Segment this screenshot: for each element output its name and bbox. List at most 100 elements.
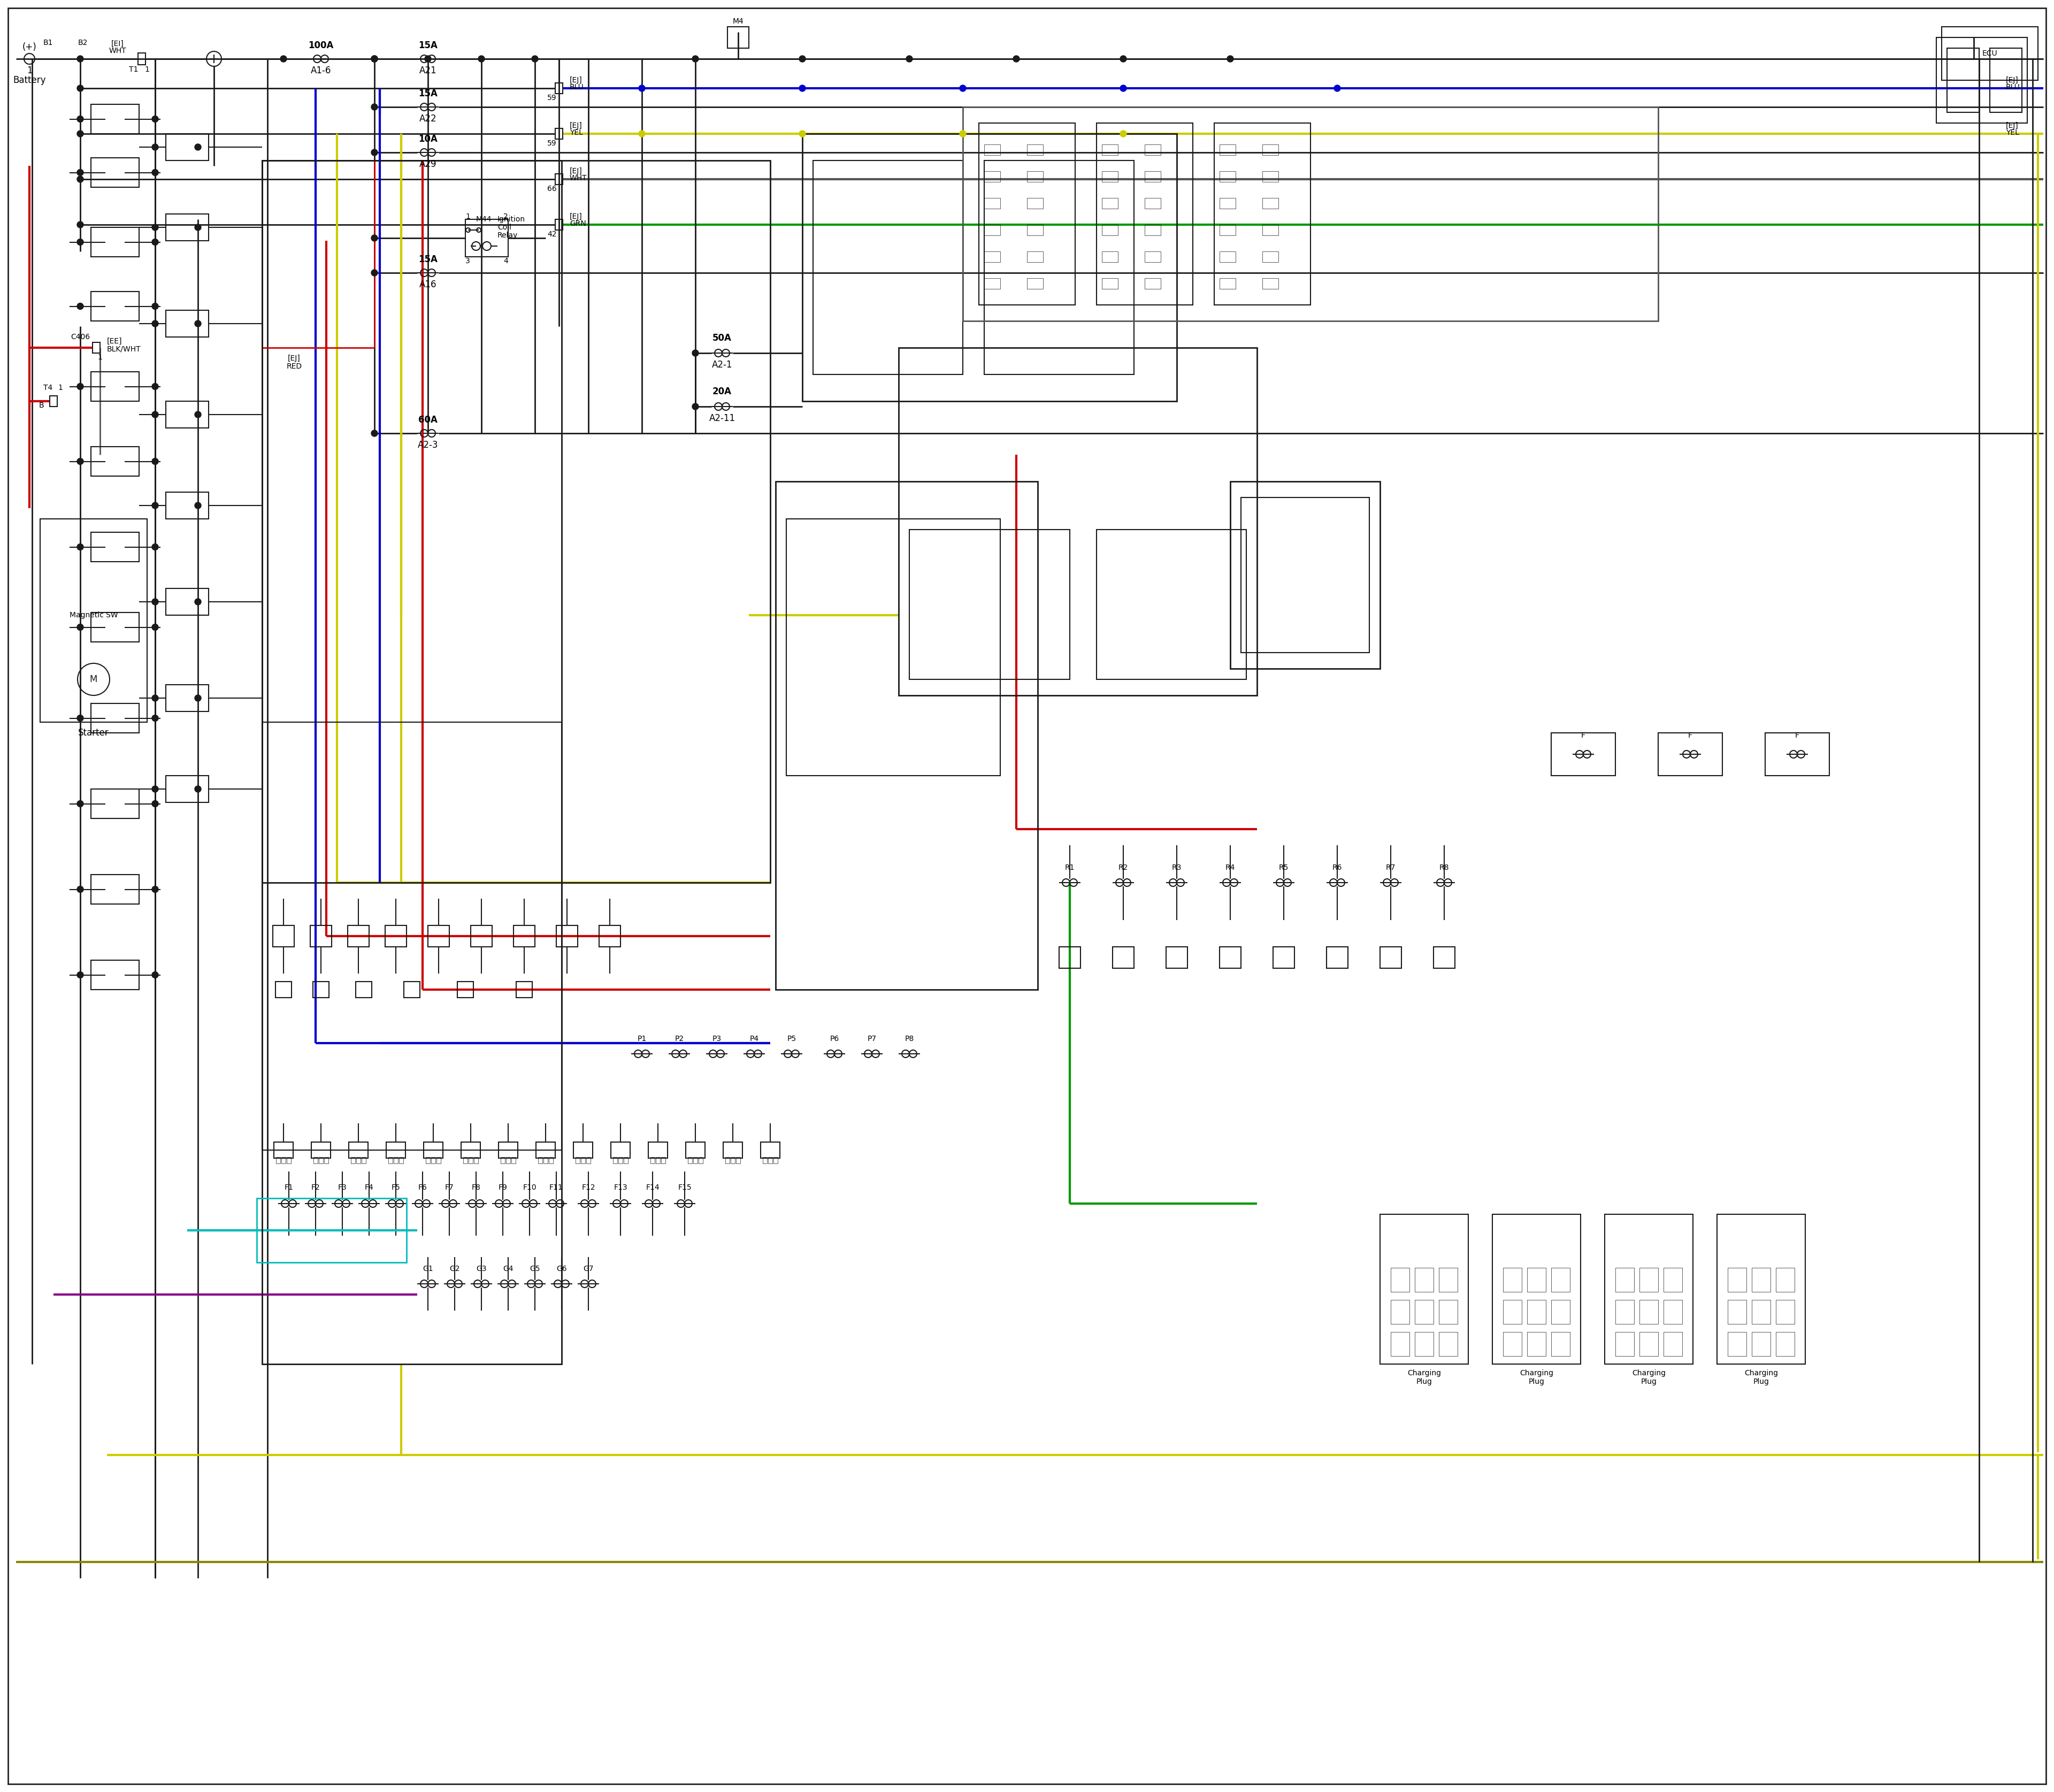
Bar xyxy=(166,134,210,161)
Bar xyxy=(1230,482,1380,668)
Bar xyxy=(1777,1299,1795,1324)
Bar xyxy=(464,1158,468,1163)
Bar xyxy=(499,1142,518,1158)
Text: Starter: Starter xyxy=(78,728,109,738)
Circle shape xyxy=(78,176,84,183)
Text: [EJ]: [EJ] xyxy=(288,355,300,362)
Bar xyxy=(1263,145,1278,156)
Bar xyxy=(555,219,563,229)
Text: C406: C406 xyxy=(70,333,90,340)
Bar xyxy=(727,27,750,48)
Text: [EJ]: [EJ] xyxy=(569,122,583,129)
Bar xyxy=(610,1142,631,1158)
Circle shape xyxy=(799,84,805,91)
Circle shape xyxy=(78,303,84,310)
Bar xyxy=(281,1158,286,1163)
Bar xyxy=(1777,1267,1795,1292)
Bar xyxy=(1167,946,1187,968)
Bar xyxy=(325,1158,329,1163)
Bar xyxy=(910,530,1070,679)
Bar xyxy=(166,401,210,428)
Text: A2-3: A2-3 xyxy=(417,441,438,450)
Bar xyxy=(90,228,140,256)
Bar xyxy=(1551,1299,1569,1324)
Text: 50A: 50A xyxy=(713,333,731,342)
Text: 1: 1 xyxy=(58,383,62,392)
Circle shape xyxy=(152,238,158,246)
Circle shape xyxy=(78,971,84,978)
Circle shape xyxy=(372,56,378,63)
Bar xyxy=(398,1158,403,1163)
Text: P4: P4 xyxy=(750,1036,758,1043)
Circle shape xyxy=(372,269,378,276)
Text: M44: M44 xyxy=(477,215,491,222)
Bar xyxy=(581,1158,585,1163)
Circle shape xyxy=(78,222,84,228)
Text: F14: F14 xyxy=(645,1185,659,1192)
Circle shape xyxy=(1226,56,1234,63)
Text: Ignition: Ignition xyxy=(497,215,526,222)
Text: 60A: 60A xyxy=(419,416,438,425)
Bar xyxy=(1415,1267,1434,1292)
Bar xyxy=(900,348,1257,695)
Text: G7: G7 xyxy=(583,1265,594,1272)
Bar xyxy=(1380,1215,1469,1364)
Circle shape xyxy=(372,430,378,437)
Bar xyxy=(263,722,561,1150)
Text: P6: P6 xyxy=(830,1036,838,1043)
Text: P7: P7 xyxy=(867,1036,877,1043)
Text: R1: R1 xyxy=(1064,864,1074,871)
Bar xyxy=(1263,251,1278,262)
Bar xyxy=(1144,251,1161,262)
Bar xyxy=(1220,197,1237,208)
Circle shape xyxy=(152,321,158,326)
Bar xyxy=(1440,1267,1458,1292)
Bar xyxy=(984,251,1000,262)
Text: 100A: 100A xyxy=(308,41,333,50)
Bar xyxy=(386,1142,405,1158)
Bar xyxy=(263,161,561,1364)
Text: R6: R6 xyxy=(1333,864,1341,871)
Bar xyxy=(1440,1299,1458,1324)
Bar xyxy=(90,704,140,733)
Bar xyxy=(984,278,1000,289)
Bar xyxy=(1027,145,1043,156)
Bar xyxy=(651,1158,655,1163)
Bar xyxy=(1727,1299,1746,1324)
Bar xyxy=(585,1158,592,1163)
Bar xyxy=(1990,48,2021,113)
Bar xyxy=(431,1158,435,1163)
Bar xyxy=(347,925,370,946)
Circle shape xyxy=(152,412,158,418)
Bar xyxy=(349,1142,368,1158)
Circle shape xyxy=(78,84,84,91)
Bar xyxy=(774,1158,778,1163)
Text: R4: R4 xyxy=(1226,864,1234,871)
Text: Charging
Plug: Charging Plug xyxy=(1633,1369,1666,1385)
Text: 66: 66 xyxy=(546,185,557,192)
Text: F5: F5 xyxy=(392,1185,401,1192)
Bar xyxy=(1060,946,1080,968)
Circle shape xyxy=(152,801,158,806)
Text: P2: P2 xyxy=(674,1036,684,1043)
Bar xyxy=(803,134,1177,401)
Circle shape xyxy=(152,971,158,978)
Bar xyxy=(435,1158,442,1163)
Bar xyxy=(1027,251,1043,262)
Bar xyxy=(1504,1267,1522,1292)
Circle shape xyxy=(152,885,158,892)
Text: R5: R5 xyxy=(1280,864,1288,871)
Text: G5: G5 xyxy=(530,1265,540,1272)
Bar xyxy=(1764,733,1830,776)
Bar xyxy=(423,1142,444,1158)
Bar xyxy=(166,685,210,711)
Text: G2: G2 xyxy=(450,1265,460,1272)
Circle shape xyxy=(372,104,378,109)
Bar xyxy=(1097,530,1247,679)
Bar xyxy=(1947,48,1980,113)
Circle shape xyxy=(372,56,378,63)
Text: G4: G4 xyxy=(503,1265,514,1272)
Bar xyxy=(1027,172,1043,181)
Text: BLU: BLU xyxy=(2007,84,2021,91)
Bar xyxy=(1220,145,1237,156)
